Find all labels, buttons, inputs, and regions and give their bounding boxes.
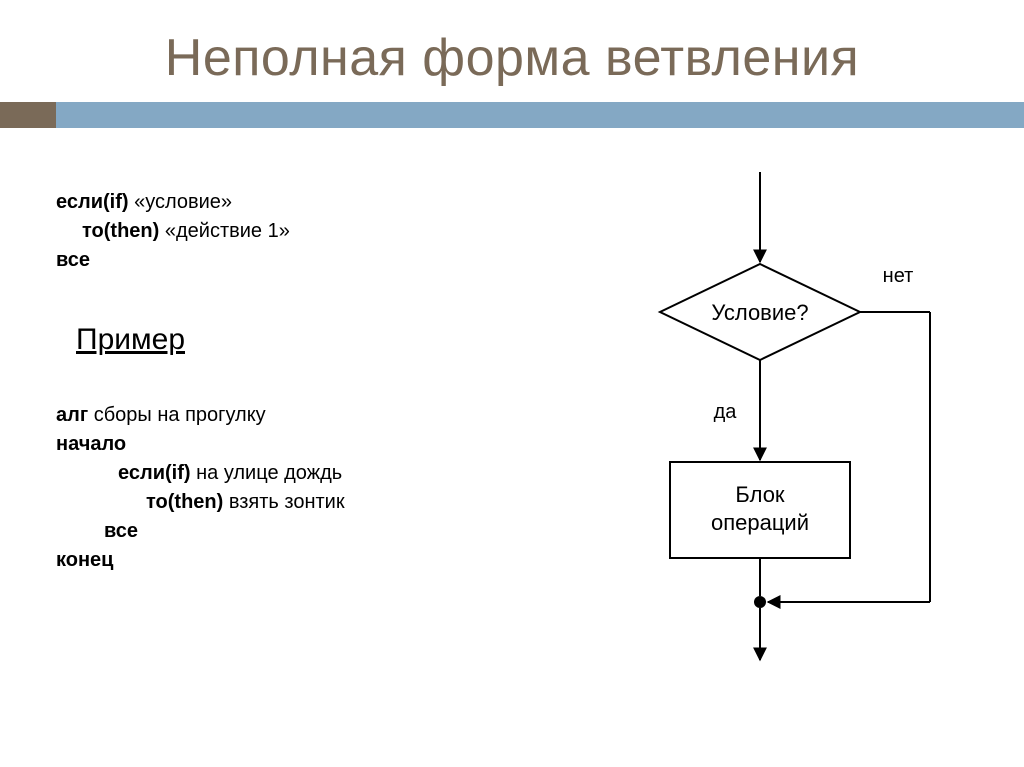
kw-if: если(if) — [56, 191, 129, 213]
kw-if-ex: если(if) — [118, 462, 191, 484]
ex-line-5: все — [56, 517, 476, 546]
example-header: Пример — [56, 323, 476, 357]
syntax-line-2: то(then) «действие 1» — [56, 217, 476, 246]
accent-bar-left — [0, 102, 56, 128]
kw-begin: начало — [56, 433, 126, 455]
kw-all: все — [56, 249, 90, 271]
process-label-2: операций — [711, 510, 809, 535]
kw-end: конец — [56, 549, 113, 571]
slide-title: Неполная форма ветвления — [0, 0, 1024, 88]
accent-bar-right — [56, 102, 1024, 128]
ex-cond: на улице дождь — [191, 462, 343, 484]
ex-line-1: алг сборы на прогулку — [56, 401, 476, 430]
kw-all-ex: все — [104, 520, 138, 542]
syntax-cond: «условие» — [129, 191, 233, 213]
syntax-action: «действие 1» — [159, 220, 290, 242]
flowchart-diagram: Условие? да нет Блок операций — [560, 152, 980, 672]
syntax-line-3: все — [56, 246, 476, 275]
syntax-block: если(if) «условие» то(then) «действие 1»… — [56, 188, 476, 275]
slide: Неполная форма ветвления если(if) «услов… — [0, 0, 1024, 767]
merge-node — [754, 596, 766, 608]
example-code: алг сборы на прогулку начало если(if) на… — [56, 401, 476, 575]
process-label-1: Блок — [735, 482, 785, 507]
kw-then-ex: то(then) — [146, 491, 223, 513]
ex-action: взять зонтик — [223, 491, 344, 513]
ex-line-3: если(if) на улице дождь — [56, 459, 476, 488]
ex-line-6: конец — [56, 546, 476, 575]
decision-label: Условие? — [711, 300, 808, 325]
kw-then: то(then) — [82, 220, 159, 242]
label-yes: да — [714, 401, 738, 423]
accent-bar — [0, 102, 1024, 128]
ex-line-2: начало — [56, 430, 476, 459]
ex-alg-name: сборы на прогулку — [88, 404, 266, 426]
label-no: нет — [883, 265, 914, 287]
kw-alg: алг — [56, 404, 88, 426]
left-column: если(if) «условие» то(then) «действие 1»… — [56, 188, 476, 575]
ex-line-4: то(then) взять зонтик — [56, 488, 476, 517]
syntax-line-1: если(if) «условие» — [56, 188, 476, 217]
